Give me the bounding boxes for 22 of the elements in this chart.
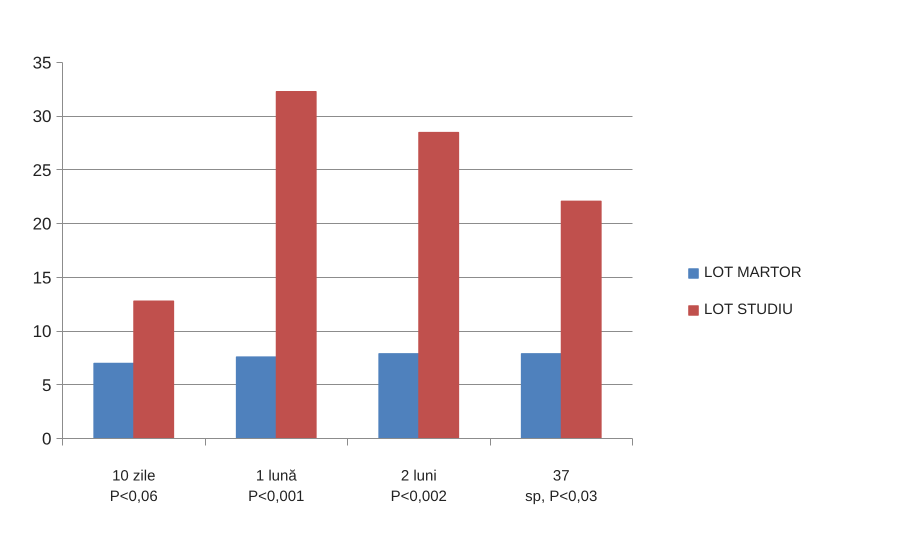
bar <box>560 200 602 438</box>
x-tick-label: 10 zile P<0,06 <box>110 468 158 505</box>
x-tick-label: 1 lună P<0,001 <box>248 468 304 505</box>
y-tick-label: 35 <box>32 54 52 72</box>
y-tick-label: 25 <box>32 160 52 180</box>
bar <box>93 362 134 438</box>
legend-label: LOT STUDIU <box>704 301 793 318</box>
y-tick-label: 0 <box>42 430 52 448</box>
legend-label: LOT MARTOR <box>704 264 802 281</box>
y-tick-label: 30 <box>32 107 52 126</box>
y-tick-label: 10 <box>32 322 52 342</box>
y-tick-label: 20 <box>32 214 52 234</box>
x-tick-label: 37 sp, P<0,03 <box>525 468 598 505</box>
bar <box>276 91 317 438</box>
y-tick-label: 5 <box>42 376 52 395</box>
bar <box>378 353 420 438</box>
x-tick-label: 2 luni P<0,002 <box>390 468 447 505</box>
bar <box>133 300 174 438</box>
bar <box>418 132 460 438</box>
bar <box>236 356 277 438</box>
bar <box>520 353 562 438</box>
y-tick-label: 15 <box>32 268 52 288</box>
